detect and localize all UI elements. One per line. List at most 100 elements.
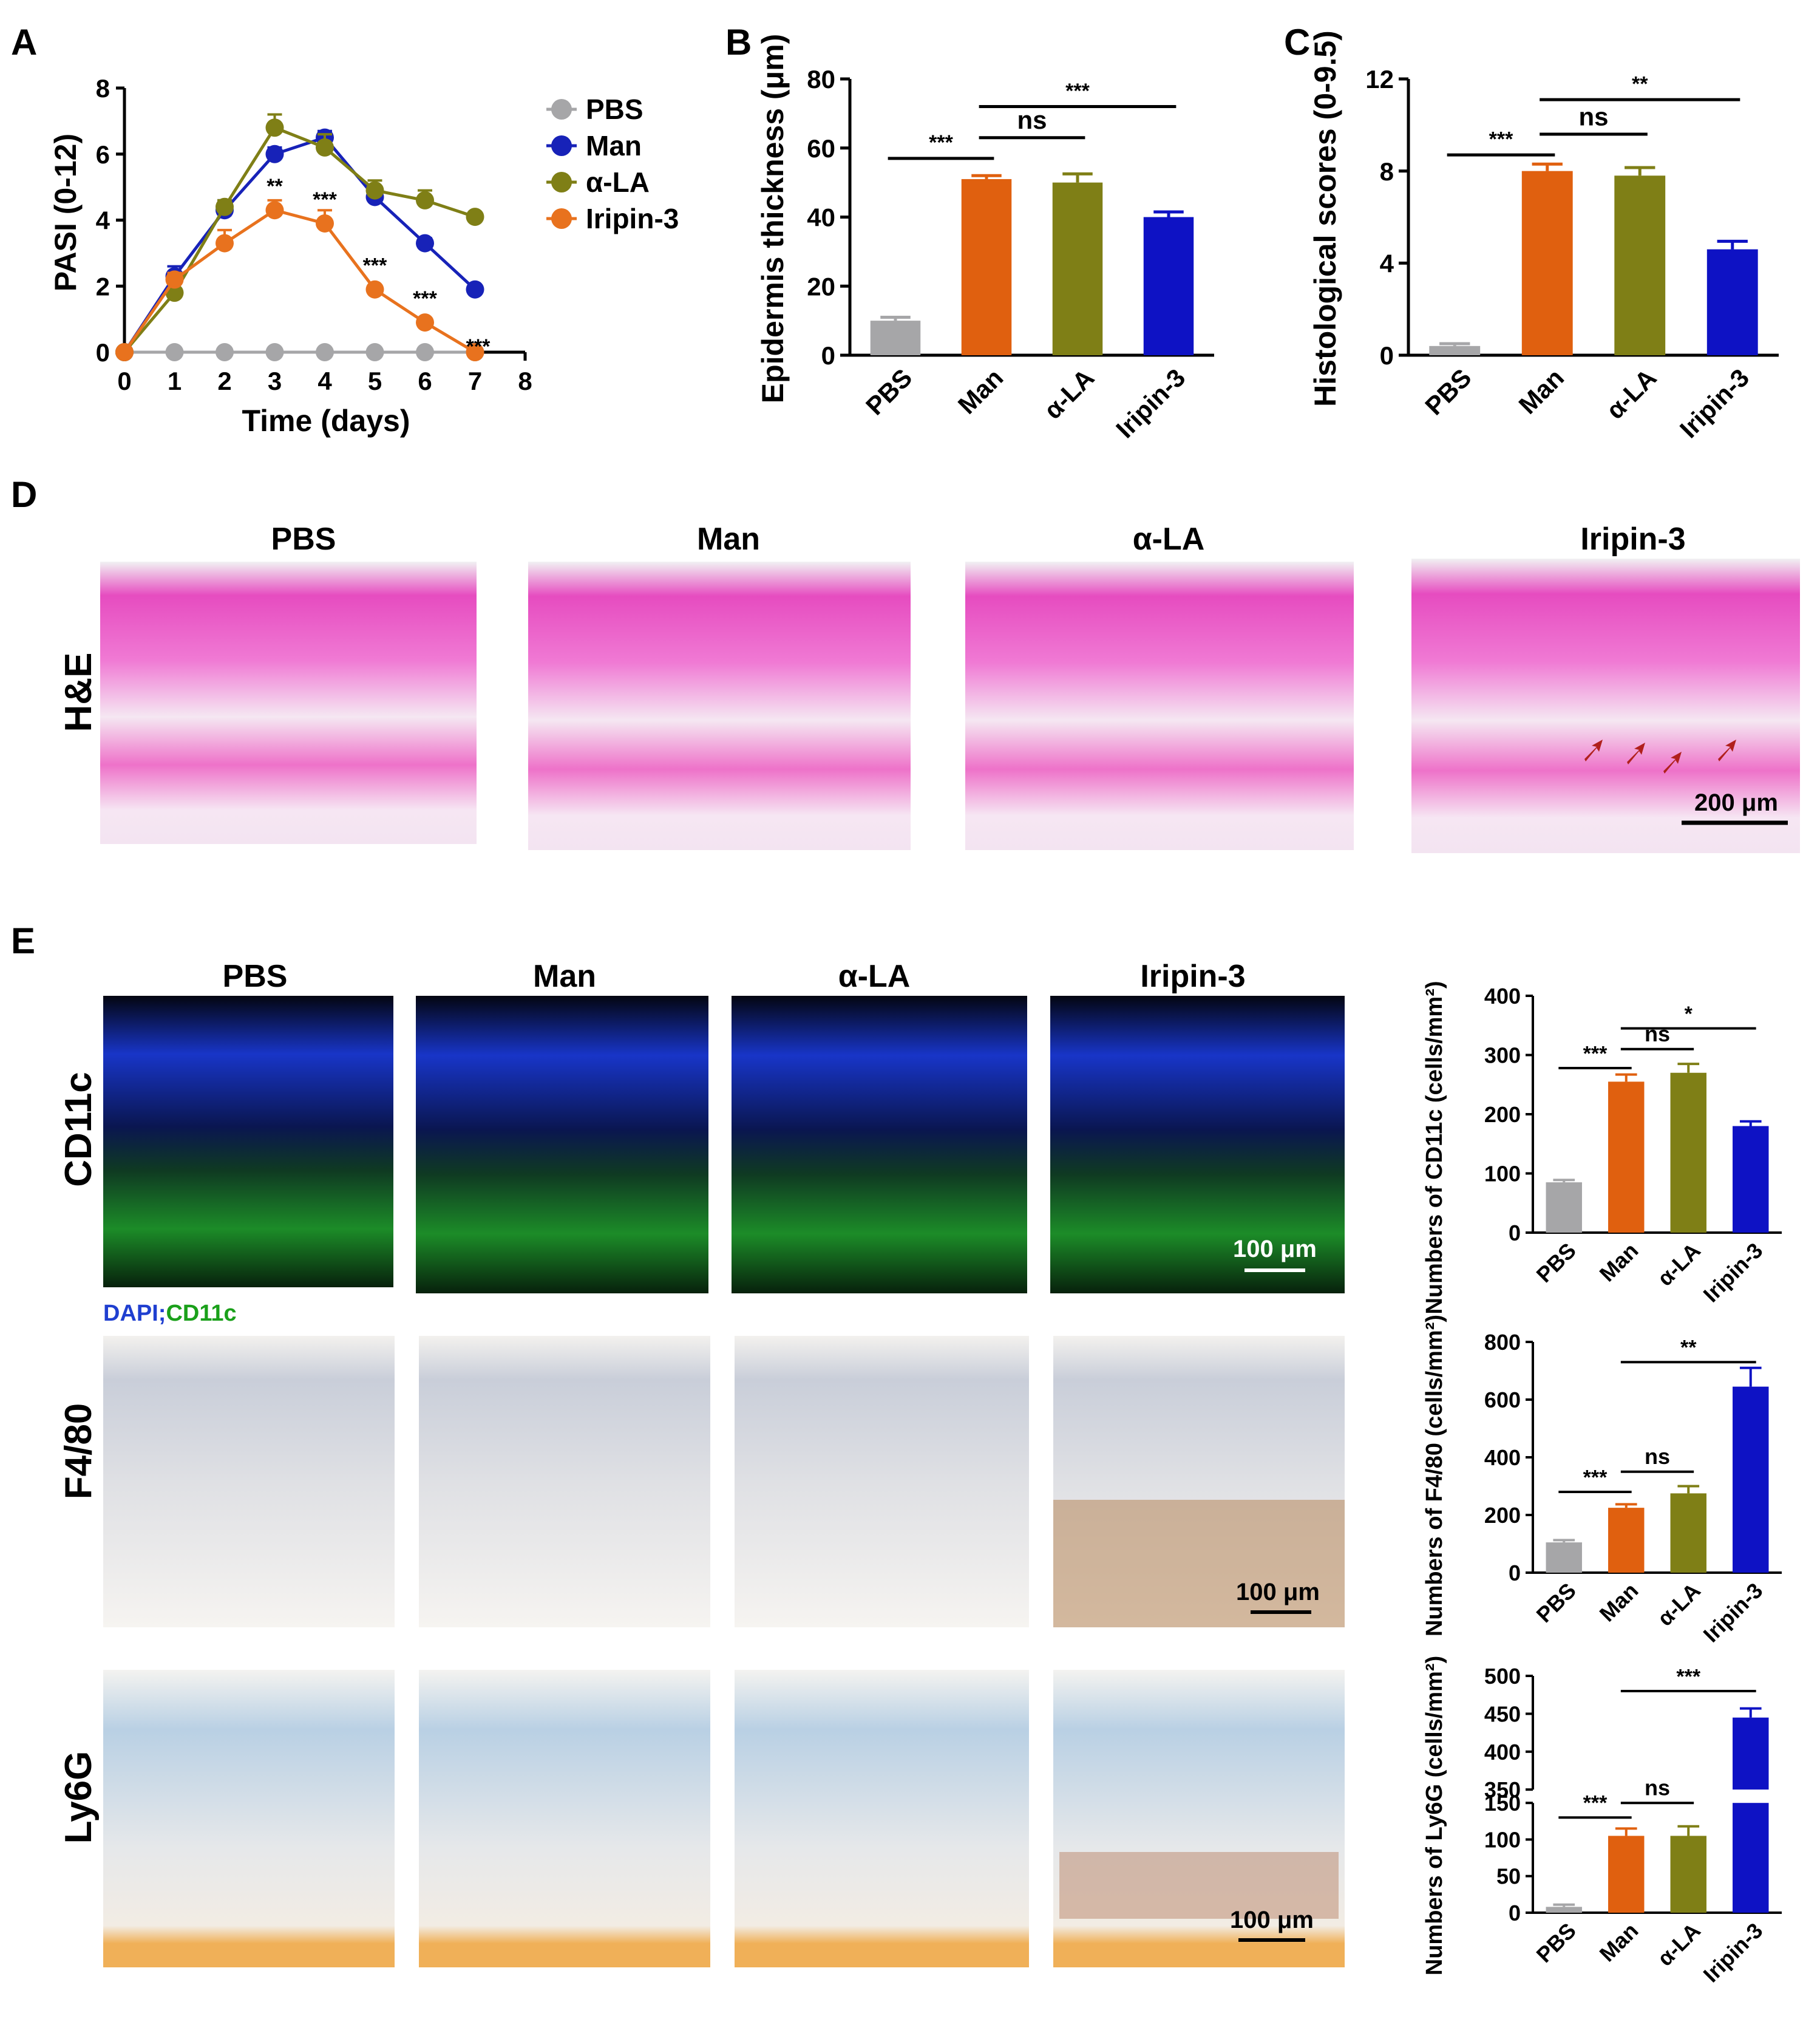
significance-label: ns	[1017, 106, 1047, 134]
bar	[1608, 1508, 1645, 1573]
x-tick-label: 7	[468, 367, 482, 395]
he-scale-bar-label: 200 μm	[1694, 789, 1778, 816]
y-tick-label: 50	[1496, 1864, 1521, 1889]
y-tick-label: 200	[1484, 1503, 1521, 1528]
y-tick-label: 400	[1484, 984, 1521, 1009]
ly6g-image-iripin3	[1053, 1670, 1345, 1967]
y-tick-label: 12	[1365, 65, 1394, 94]
y-tick-label: 4	[96, 206, 110, 235]
significance-label: ***	[466, 335, 491, 358]
panel-b-bar-chart: Epidermis thickness (μm) 0 20 40 60 80 PBS Man…	[756, 34, 1214, 443]
f480-image-pbs	[103, 1336, 395, 1627]
f480-image-man	[419, 1336, 710, 1627]
significance-label: ***	[1583, 1466, 1608, 1489]
panel-a-legend: PBS Man α-LA Iripin-3	[546, 94, 679, 234]
significance-label: **	[267, 175, 283, 198]
panel-e-title-iripin3: Iripin-3	[1140, 959, 1245, 994]
data-point	[416, 313, 434, 332]
he-image-iripin3	[1411, 559, 1800, 853]
y-tick-label: 0	[1509, 1220, 1521, 1245]
x-tick-label: Man	[952, 363, 1009, 420]
f480-image-ala	[735, 1336, 1029, 1627]
if-scale-bar-label: 100 μm	[1233, 1236, 1317, 1262]
data-point	[365, 181, 384, 200]
bar	[961, 179, 1012, 355]
significance-label: ns	[1645, 1021, 1670, 1046]
bar	[1670, 1072, 1706, 1233]
bar	[1670, 1836, 1706, 1913]
ly6g-scale-bar-label: 100 μm	[1230, 1907, 1314, 1933]
x-tick-label: Iripin-3	[1699, 1918, 1768, 1987]
x-tick-label: α-LA	[1652, 1918, 1705, 1971]
x-tick-label: 4	[317, 367, 332, 395]
x-tick-label: PBS	[1532, 1238, 1581, 1287]
data-point	[365, 343, 384, 361]
x-tick-label: α-LA	[1652, 1578, 1705, 1631]
panel-e-title-man: Man	[533, 959, 596, 994]
stain-legend: DAPI;CD11c	[103, 1301, 237, 1326]
panel-e-images: PBS Man α-LA Iripin-3 CD11c F4/80 Ly6G 1…	[58, 959, 1345, 1967]
x-tick-label: Man	[1513, 363, 1569, 420]
stain-legend-cd11c: CD11c	[166, 1301, 236, 1326]
arrow-icon	[1584, 740, 1603, 761]
data-point	[265, 343, 284, 361]
significance-label: ***	[1489, 128, 1513, 151]
data-point	[466, 208, 484, 226]
data-point	[466, 280, 484, 299]
y-tick-label: 450	[1484, 1701, 1521, 1726]
panel-letter-d: D	[11, 474, 37, 515]
y-tick-label: 600	[1484, 1387, 1521, 1412]
panel-d-title-man: Man	[697, 522, 760, 557]
panel-d-title-ala: α-LA	[1133, 522, 1205, 557]
significance-label: ***	[313, 188, 337, 211]
panel-c-ylabel: Histological scores (0-9.5)	[1308, 30, 1342, 407]
x-tick-label: PBS	[860, 363, 917, 420]
bar	[1733, 1386, 1769, 1573]
ly6g-image-pbs	[103, 1670, 395, 1967]
y-tick-label: 200	[1484, 1102, 1521, 1127]
he-image-man	[528, 562, 911, 850]
ly6g-image-ala	[735, 1670, 1029, 1967]
panel-e3-ylabel: Numbers of Ly6G (cells/mm²)	[1422, 1656, 1447, 1976]
panel-d-he-images: H&E PBS Man α-LA Iripin-3 200 μm	[58, 522, 1800, 853]
y-tick-label: 8	[96, 74, 110, 103]
panel-d-title-iripin3: Iripin-3	[1580, 522, 1685, 557]
panel-letter-e: E	[11, 921, 35, 961]
y-tick-label: 500	[1484, 1664, 1521, 1689]
significance-label: ***	[1583, 1792, 1608, 1815]
bar	[1670, 1493, 1706, 1573]
data-point	[216, 197, 234, 216]
x-tick-label: PBS	[1419, 363, 1476, 420]
bar	[1733, 1803, 1769, 1913]
panel-letter-b: B	[725, 22, 752, 63]
he-image-ala	[965, 562, 1354, 850]
data-point	[165, 270, 184, 289]
x-tick-label: Iripin-3	[1110, 363, 1190, 443]
bar	[1521, 171, 1573, 355]
data-point	[216, 234, 234, 253]
panel-e1-ylabel: Numbers of CD11c (cells/mm²)	[1422, 981, 1447, 1314]
significance-label: ***	[413, 287, 437, 310]
y-tick-label: 0	[1509, 1901, 1521, 1925]
x-tick-label: 8	[518, 367, 532, 395]
x-tick-label: 1	[168, 367, 182, 395]
series-line	[123, 135, 477, 353]
y-tick-label: 400	[1484, 1740, 1521, 1765]
significance-label: **	[1680, 1336, 1697, 1360]
data-point	[466, 343, 484, 361]
significance-label: ***	[1065, 80, 1090, 103]
significance-label: ns	[1645, 1444, 1670, 1469]
bar	[1706, 249, 1758, 355]
legend-marker	[551, 208, 572, 229]
series-line	[123, 208, 476, 354]
if-image-ala	[732, 996, 1027, 1293]
panel-e-title-pbs: PBS	[223, 959, 288, 994]
panel-a-series: **************	[115, 113, 491, 361]
y-tick-label: 40	[807, 203, 835, 232]
x-tick-label: α-LA	[1652, 1238, 1705, 1291]
significance-label: ***	[1676, 1665, 1700, 1688]
y-tick-label: 80	[807, 65, 835, 94]
x-tick-label: Man	[1595, 1238, 1643, 1287]
arrow-icon	[1663, 752, 1682, 774]
